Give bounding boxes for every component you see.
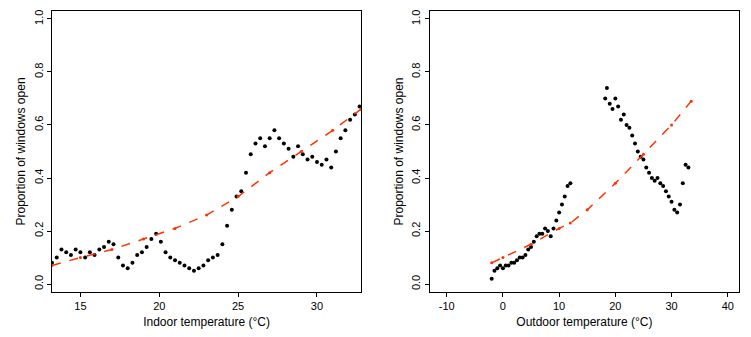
- svg-text:30: 30: [311, 300, 323, 312]
- svg-text:1.0: 1.0: [33, 10, 45, 25]
- svg-text:0.6: 0.6: [410, 116, 422, 131]
- svg-text:25: 25: [232, 300, 244, 312]
- svg-text:0.6: 0.6: [33, 116, 45, 131]
- svg-text:0.4: 0.4: [410, 169, 422, 184]
- svg-text:0.0: 0.0: [33, 275, 45, 290]
- svg-text:30: 30: [665, 300, 677, 312]
- svg-text:Indoor temperature (°C): Indoor temperature (°C): [143, 315, 270, 329]
- svg-text:0.2: 0.2: [410, 222, 422, 237]
- svg-text:-10: -10: [439, 300, 455, 312]
- svg-text:0.8: 0.8: [410, 63, 422, 78]
- svg-text:20: 20: [609, 300, 621, 312]
- svg-text:Proportion of windows open: Proportion of windows open: [392, 77, 406, 225]
- svg-text:0.8: 0.8: [33, 63, 45, 78]
- svg-text:10: 10: [553, 300, 565, 312]
- svg-text:0: 0: [500, 300, 506, 312]
- svg-text:15: 15: [74, 300, 86, 312]
- svg-text:0.0: 0.0: [410, 275, 422, 290]
- svg-text:40: 40: [722, 300, 734, 312]
- svg-text:1.0: 1.0: [410, 10, 422, 25]
- svg-text:Outdoor temperature (°C): Outdoor temperature (°C): [516, 315, 652, 329]
- svg-text:Proportion of windows open: Proportion of windows open: [14, 77, 28, 225]
- svg-text:0.4: 0.4: [33, 169, 45, 184]
- svg-text:20: 20: [153, 300, 165, 312]
- svg-text:0.2: 0.2: [33, 222, 45, 237]
